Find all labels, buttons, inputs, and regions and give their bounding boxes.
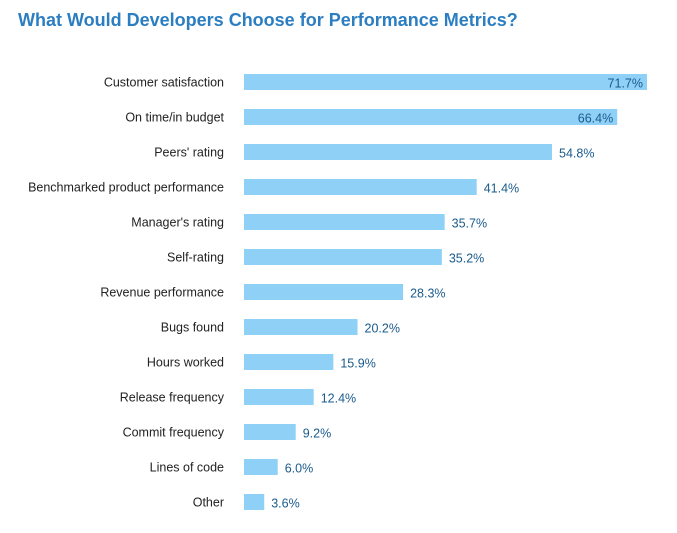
value-label: 35.7% — [452, 217, 487, 231]
category-label: Other — [193, 496, 224, 510]
value-label: 71.7% — [608, 77, 643, 91]
value-label: 15.9% — [340, 357, 375, 371]
bar — [244, 144, 553, 160]
category-label: Customer satisfaction — [104, 76, 224, 90]
category-label: Peers' rating — [154, 146, 224, 160]
bar — [244, 284, 404, 300]
category-label: Revenue performance — [100, 286, 224, 300]
value-label: 35.2% — [449, 252, 484, 266]
bar — [244, 319, 358, 335]
value-label: 28.3% — [410, 287, 445, 301]
category-label: Manager's rating — [131, 216, 224, 230]
category-label: Hours worked — [147, 356, 224, 370]
category-label: Release frequency — [120, 391, 225, 405]
value-label: 41.4% — [484, 182, 519, 196]
bar — [244, 249, 442, 265]
value-label: 20.2% — [365, 322, 400, 336]
category-label: Commit frequency — [123, 426, 225, 440]
category-label: Benchmarked product performance — [28, 181, 224, 195]
bar — [244, 214, 445, 230]
value-label: 12.4% — [321, 392, 356, 406]
category-label: Self-rating — [167, 251, 224, 265]
value-label: 6.0% — [285, 462, 314, 476]
category-label: On time/in budget — [125, 111, 224, 125]
bar — [244, 74, 647, 90]
chart-title: What Would Developers Choose for Perform… — [18, 10, 518, 30]
bar — [244, 179, 477, 195]
bar — [244, 459, 278, 475]
value-label: 54.8% — [559, 147, 594, 161]
value-label: 66.4% — [578, 112, 613, 126]
bar — [244, 494, 265, 510]
category-label: Lines of code — [150, 461, 224, 475]
value-label: 9.2% — [303, 427, 332, 441]
value-label: 3.6% — [271, 497, 300, 511]
category-label: Bugs found — [161, 321, 224, 335]
bar — [244, 424, 296, 440]
bar — [244, 354, 334, 370]
bar — [244, 389, 314, 405]
bar — [244, 109, 618, 125]
